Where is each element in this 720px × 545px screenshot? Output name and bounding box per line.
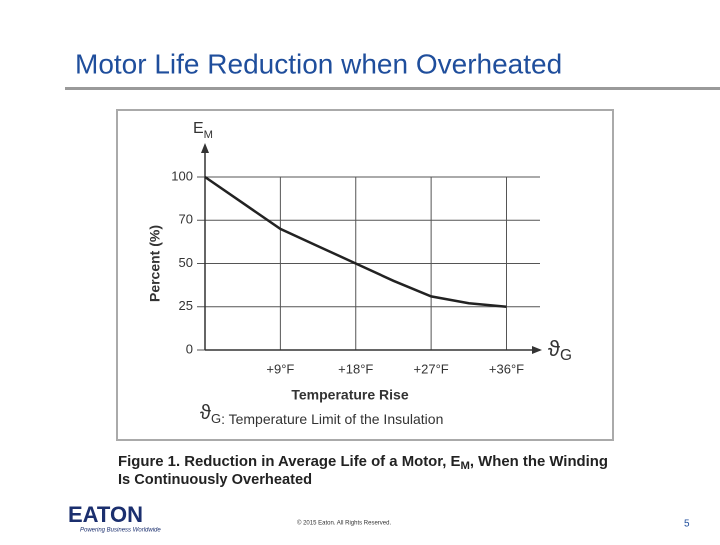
y-tick-label: 50 [179, 255, 193, 270]
x-symbol-sub: G [560, 347, 572, 364]
title-rule [65, 87, 720, 90]
y-symbol-sub: M [204, 129, 213, 141]
y-symbol: EM [193, 120, 213, 141]
x-tick-label: +27°F [414, 361, 449, 376]
caption-line-2: Is Continuously Overheated [118, 472, 312, 488]
y-tick-label: 100 [171, 168, 193, 183]
annotation: ϑG: Temperature Limit of the Insulation [200, 402, 443, 426]
annotation-text: : Temperature Limit of the Insulation [221, 411, 443, 427]
x-arrow [532, 346, 542, 354]
x-tick-label: +18°F [338, 361, 373, 376]
x-symbol-main: ϑ [548, 336, 560, 361]
caption-text: Figure 1. Reduction in Average Life of a… [118, 454, 461, 470]
copyright: © 2015 Eaton. All Rights Reserved. [297, 520, 391, 527]
x-tick-label: +36°F [489, 361, 524, 376]
page-number: 5 [684, 519, 690, 530]
logo: EATON [68, 502, 143, 527]
x-axis-label: Temperature Rise [291, 387, 408, 403]
tagline: Powering Business Worldwide [80, 528, 161, 534]
y-arrow [201, 143, 209, 153]
slide-title: Motor Life Reduction when Overheated [75, 48, 562, 79]
x-symbol: ϑG [548, 336, 572, 364]
annotation-symbol: ϑ [200, 402, 211, 424]
y-axis-label: Percent (%) [147, 225, 163, 302]
caption-sub: M [460, 460, 469, 472]
caption-line-1: Figure 1. Reduction in Average Life of a… [118, 454, 608, 472]
figure-frame [116, 109, 614, 441]
annotation-sub: G [211, 411, 221, 426]
y-tick-label: 25 [179, 298, 193, 313]
caption-text: , When the Winding [470, 454, 608, 470]
x-tick-label: +9°F [266, 361, 294, 376]
line [204, 175, 507, 308]
y-tick-label: 70 [179, 212, 193, 227]
y-symbol-main: E [193, 120, 204, 137]
y-tick-label: 0 [186, 341, 193, 356]
